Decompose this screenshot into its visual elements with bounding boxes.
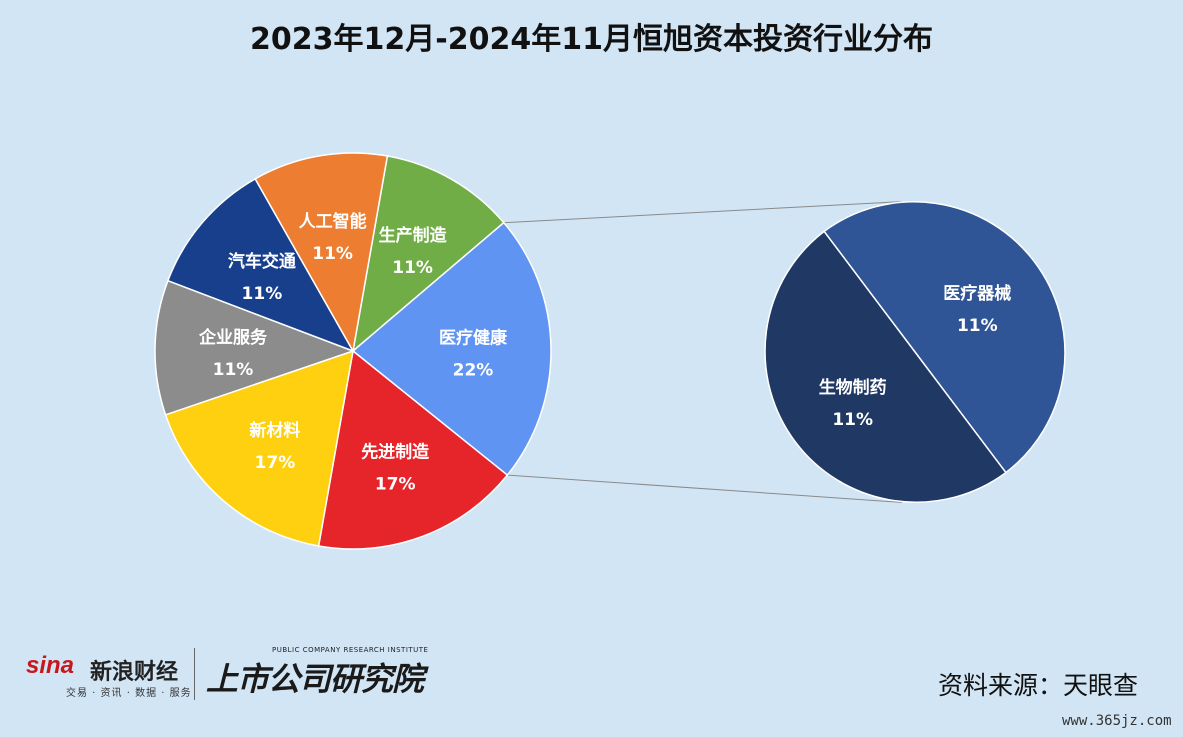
sub-slice-label-1: 生物制药 <box>819 377 887 398</box>
main-slice-label-5: 汽车交通 <box>228 251 296 272</box>
sina-tagline: 交易 · 资讯 · 数据 · 服务 <box>66 688 192 699</box>
main-slice-5 <box>166 177 355 353</box>
main-slice-label-3: 新材料 <box>249 420 300 441</box>
main-slice-label-2: 先进制造 <box>361 441 430 462</box>
main-slice-value-6: 11% <box>312 244 353 264</box>
connector-line-1 <box>507 474 902 503</box>
main-slice-label-6: 人工智能 <box>299 211 367 232</box>
sub-slice-label-0: 医疗器械 <box>943 283 1011 304</box>
main-slice-value-4: 11% <box>213 360 254 380</box>
main-slice-value-2: 17% <box>375 474 416 494</box>
main-slice-0 <box>351 155 505 353</box>
logo-divider <box>194 648 195 700</box>
main-slice-label-1: 医疗健康 <box>439 327 508 348</box>
chart-title: 2023年12月-2024年11月恒旭资本投资行业分布 <box>250 22 933 57</box>
sub-slice-value-1: 11% <box>832 410 873 430</box>
institute-english-name: PUBLIC COMPANY RESEARCH INSTITUTE <box>272 646 429 654</box>
main-slice-1 <box>351 221 552 477</box>
main-slice-value-1: 22% <box>453 360 494 380</box>
main-slice-6 <box>254 152 389 354</box>
main-slice-label-0: 生产制造 <box>379 225 448 246</box>
main-slice-value-3: 17% <box>255 453 296 473</box>
main-slice-2 <box>317 349 509 550</box>
watermark: www.365jz.com <box>1062 713 1172 729</box>
main-slice-3 <box>164 349 354 547</box>
sub-slice-value-0: 11% <box>957 316 998 336</box>
sub-slice-1 <box>764 230 1007 503</box>
sub-slice-0 <box>823 201 1066 474</box>
main-slice-value-0: 11% <box>392 258 433 278</box>
institute-logo: 上市公司研究院 <box>206 660 424 698</box>
sina-logo: sina <box>26 652 75 679</box>
main-slice-label-4: 企业服务 <box>198 327 268 348</box>
sina-finance-name: 新浪财经 <box>90 660 179 685</box>
data-source: 资料来源：天眼查 <box>938 671 1139 700</box>
main-slice-value-5: 11% <box>242 284 283 304</box>
connector-line-0 <box>503 201 902 224</box>
logo-area: sina 新浪财经 交易 · 资讯 · 数据 · 服务 PUBLIC COMPA… <box>26 646 436 706</box>
main-slice-4 <box>154 279 356 416</box>
